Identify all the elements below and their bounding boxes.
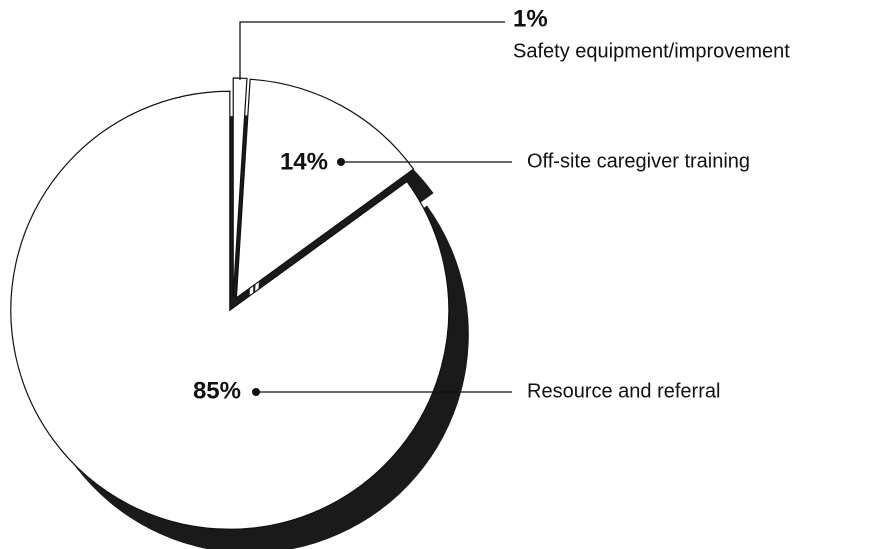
slice (235, 78, 415, 300)
category-label: Safety equipment/improvement (513, 40, 790, 62)
value-label: 85% (193, 377, 241, 404)
slice (10, 90, 450, 530)
leader-line (239, 21, 505, 80)
category-label: Off-site caregiver training (527, 150, 750, 172)
value-label: 1% (513, 5, 548, 32)
value-label: 14% (280, 148, 328, 175)
category-label: Resource and referral (527, 380, 720, 402)
